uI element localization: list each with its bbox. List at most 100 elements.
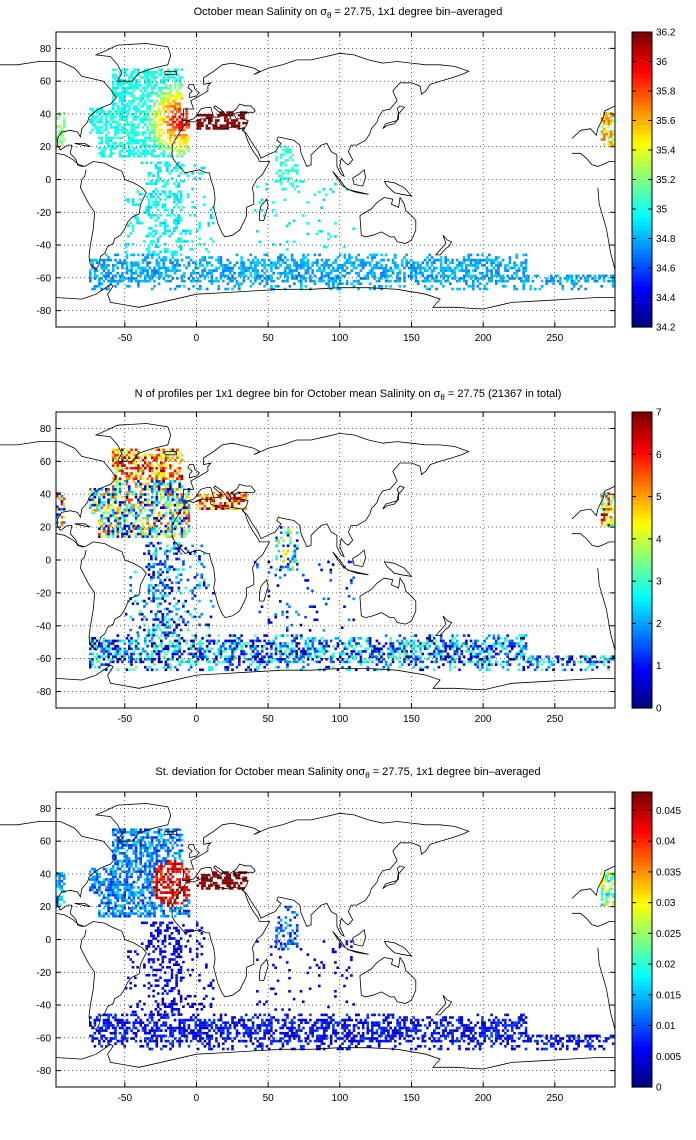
- bin-cell: [128, 107, 131, 111]
- bin-cell: [100, 514, 103, 517]
- bin-cell: [148, 152, 152, 155]
- bin-cell: [171, 488, 175, 491]
- bin-cell: [183, 136, 186, 140]
- bin-cell: [185, 118, 188, 121]
- bin-cell: [150, 485, 154, 488]
- bin-cell: [423, 647, 427, 651]
- bin-cell: [341, 658, 344, 661]
- bin-cell: [407, 266, 411, 270]
- bin-cell: [193, 594, 197, 598]
- bin-cell: [105, 115, 108, 119]
- bin-cell: [91, 663, 94, 666]
- bin-cell: [116, 120, 120, 124]
- bin-cell: [279, 658, 282, 661]
- bin-cell: [60, 135, 64, 139]
- bin-cell: [320, 230, 323, 233]
- bin-cell: [177, 185, 181, 188]
- bin-cell: [215, 658, 218, 661]
- bin-cell: [609, 117, 613, 120]
- bin-cell: [426, 637, 429, 640]
- bin-cell: [435, 279, 438, 283]
- y-tick-label: 40: [40, 109, 52, 120]
- bin-cell: [492, 261, 496, 264]
- bin-cell: [148, 279, 152, 283]
- bin-cell: [403, 660, 406, 664]
- bin-cell: [205, 124, 209, 127]
- bin-cell: [251, 269, 255, 272]
- bin-cell: [306, 201, 310, 204]
- colorbar-step: [632, 290, 652, 296]
- bin-cell: [166, 613, 169, 616]
- bin-cell: [171, 642, 175, 645]
- bin-cell: [89, 493, 92, 496]
- bin-cell: [134, 131, 138, 134]
- bin-cell: [384, 279, 388, 283]
- bin-cell: [95, 660, 99, 664]
- bin-cell: [105, 650, 108, 653]
- bin-cell: [196, 658, 200, 661]
- bin-cell: [371, 274, 374, 278]
- bin-cell: [169, 152, 172, 155]
- bin-cell: [160, 514, 163, 517]
- bin-cell: [285, 248, 289, 251]
- bin-cell: [510, 277, 514, 280]
- bin-cell: [105, 128, 108, 132]
- bin-cell: [160, 86, 163, 90]
- bin-cell: [179, 190, 183, 193]
- bin-cell: [171, 530, 175, 533]
- bin-cell: [136, 203, 139, 206]
- bin-cell: [442, 277, 445, 280]
- bin-cell: [137, 261, 140, 264]
- bin-cell: [343, 660, 347, 664]
- bin-cell: [320, 650, 324, 653]
- bin-cell: [178, 480, 181, 483]
- bin-cell: [173, 544, 176, 548]
- bin-cell: [138, 610, 142, 613]
- bin-cell: [153, 274, 156, 278]
- bin-cell: [444, 647, 447, 651]
- coastline: [0, 61, 117, 167]
- bin-cell: [114, 495, 117, 499]
- bin-cell: [179, 208, 183, 212]
- bin-cell: [568, 274, 571, 278]
- bin-cell: [226, 119, 229, 122]
- bin-cell: [263, 271, 266, 275]
- bin-cell: [105, 532, 108, 536]
- bin-cell: [150, 126, 154, 129]
- bin-cell: [155, 647, 159, 651]
- bin-cell: [380, 668, 383, 672]
- bin-cell: [60, 127, 64, 131]
- bin-cell: [153, 488, 156, 491]
- coastline: [181, 52, 470, 178]
- bin-cell: [577, 279, 580, 283]
- bin-cell: [332, 655, 335, 658]
- bin-cell: [231, 647, 234, 651]
- bin-cell: [107, 110, 110, 113]
- bin-cell: [524, 266, 528, 270]
- bin-cell: [394, 650, 397, 653]
- bin-cell: [169, 524, 172, 528]
- bin-cell: [373, 256, 376, 259]
- bin-cell: [222, 660, 225, 664]
- bin-cell: [375, 639, 379, 643]
- bin-cell: [100, 141, 103, 145]
- bin-cell: [244, 668, 248, 672]
- bin-cell: [421, 660, 425, 664]
- bin-cell: [118, 84, 122, 87]
- bin-cell: [494, 639, 498, 643]
- bin-cell: [455, 279, 459, 283]
- bin-cell: [254, 256, 257, 259]
- bin-cell: [132, 131, 136, 134]
- bin-cell: [154, 203, 158, 206]
- bin-cell: [62, 125, 66, 128]
- bin-cell: [430, 652, 434, 656]
- bin-cell: [134, 464, 138, 467]
- bin-cell: [279, 642, 282, 645]
- bin-cell: [160, 258, 163, 262]
- bin-cell: [125, 92, 129, 95]
- bin-cell: [169, 466, 172, 470]
- bin-cell: [189, 213, 192, 217]
- bin-cell: [184, 172, 187, 175]
- bin-cell: [442, 650, 445, 653]
- bin-cell: [148, 81, 152, 85]
